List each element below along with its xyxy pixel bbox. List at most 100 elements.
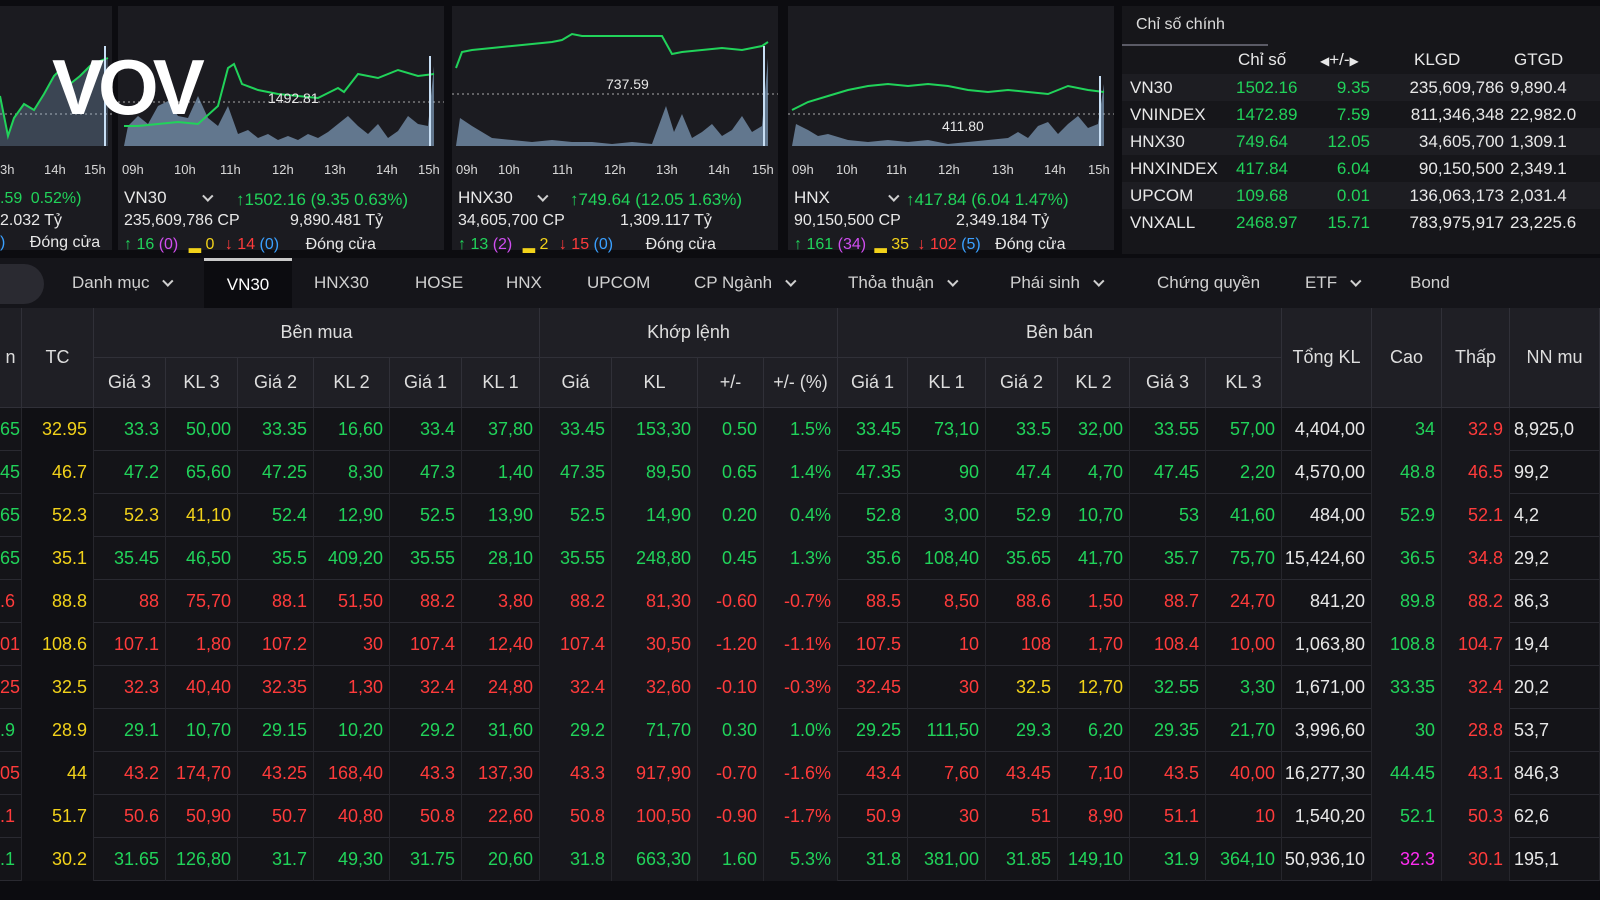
table-row[interactable]: 25 32.5 32.3 40,40 32.35 1,30 32.4 24,80 32.4 32,… (0, 666, 1600, 709)
table-row[interactable]: .1 30.2 31.65 126,80 31.7 49,30 31.75 20,60 31.8… (0, 838, 1600, 881)
high-price: 33.35 (1372, 666, 1442, 709)
sell-cell: 75,70 (1206, 537, 1282, 580)
tab-hose[interactable]: HOSE (415, 258, 463, 308)
foreign-cell: 4,2 (1510, 494, 1600, 537)
tab-cp-ngành[interactable]: CP Ngành (694, 258, 797, 308)
sell-cell: 88.5 (838, 580, 908, 623)
index-selector[interactable]: HNX (794, 188, 900, 208)
index-volume: 235,609,786 (1409, 78, 1504, 97)
panel-title: Chỉ số chính (1136, 16, 1225, 33)
table-row[interactable]: .1 51.7 50.6 50,90 50.7 40,80 50.8 22,60 50.8 100… (0, 795, 1600, 838)
mini-chart-panel-hnx[interactable]: 411.80 09h 10h 11h 12h 13h 14h 15h HNX ↑… (788, 6, 1114, 253)
time-tick: 3h (0, 162, 15, 177)
sell-cell: 35.6 (838, 537, 908, 580)
session-status: Đóng cửa (995, 236, 1066, 253)
index-change: 9.35 (1336, 78, 1370, 97)
index-row[interactable]: HNX30 749.64 12.05 34,605,700 1,309.1 (1122, 128, 1600, 155)
match-cell: -0.7% (764, 580, 838, 623)
symbol-cell: .9 (0, 709, 22, 752)
sell-cell: 7,10 (1058, 752, 1130, 795)
tab-danh-mục[interactable]: Danh mục (72, 258, 174, 308)
table-row[interactable]: 01 108.6 107.1 1,80 107.2 30 107.4 12,40 107.4 30… (0, 623, 1600, 666)
buy-cell: 31,60 (462, 709, 540, 752)
match-cell: -0.60 (698, 580, 764, 623)
table-row[interactable]: .9 28.9 29.1 10,70 29.15 10,20 29.2 31,60 29.2 71… (0, 709, 1600, 752)
reference-price: 32.95 (22, 408, 94, 451)
index-value: 1502.16 (1236, 78, 1298, 97)
col-header-change[interactable]: ◀+/-▶ (1320, 50, 1359, 69)
ceiling-count: (2) (492, 236, 513, 253)
col-header-buy: KL 3 (166, 358, 238, 408)
tab-chứng-quyền[interactable]: Chứng quyền (1157, 258, 1260, 308)
match-cell: -0.10 (698, 666, 764, 709)
index-row[interactable]: VNXALL 2468.97 15.71 783,975,917 23,225.6 (1122, 209, 1600, 236)
time-axis-0: 3h 14h 15h (0, 162, 112, 182)
buy-cell: 37,80 (462, 408, 540, 451)
col-header-buy: Giá 1 (390, 358, 462, 408)
foreign-cell: 8,925,0 (1510, 408, 1600, 451)
index-trade-value: 2,031.4 (1510, 186, 1567, 205)
sell-cell: 51.1 (1130, 795, 1206, 838)
change-fragment: .59 (0, 190, 23, 207)
ceiling-count: (0) (158, 236, 179, 253)
buy-cell: 52.3 (94, 494, 166, 537)
chevron-down-icon (1093, 275, 1105, 287)
reference-price: 46.7 (22, 451, 94, 494)
match-cell: -1.20 (698, 623, 764, 666)
tab-label: HNX30 (314, 273, 369, 292)
trade-value: 1,309.117 Tỷ (620, 212, 712, 229)
breadth-line: ↑ 13 (2) ▂ 2 ↓ 15 (0) Đóng cửa (458, 234, 716, 254)
buy-cell: 168,40 (314, 752, 390, 795)
tab-hnx30[interactable]: HNX30 (314, 258, 369, 308)
search-pill[interactable] (0, 264, 44, 304)
intraday-chart-vn30 (118, 6, 444, 156)
symbol-cell: 01 (0, 623, 22, 666)
table-row[interactable]: .6 88.8 88 75,70 88.1 51,50 88.2 3,80 88.2 81,30-… (0, 580, 1600, 623)
index-row[interactable]: UPCOM 109.68 0.01 136,063,173 2,031.4 (1122, 182, 1600, 209)
tab-phái-sinh[interactable]: Phái sinh (1010, 258, 1105, 308)
tab-label: CP Ngành (694, 273, 773, 292)
match-cell: 1.3% (764, 537, 838, 580)
table-row[interactable]: 65 32.95 33.3 50,00 33.35 16,60 33.4 37,80 33.45… (0, 408, 1600, 451)
sell-cell: 88.6 (986, 580, 1058, 623)
table-row[interactable]: 65 35.1 35.45 46,50 35.5 409,20 35.55 28,10 35.5… (0, 537, 1600, 580)
match-cell: -1.7% (764, 795, 838, 838)
table-row[interactable]: 65 52.3 52.3 41,10 52.4 12,90 52.5 13,90 52.5 14,… (0, 494, 1600, 537)
table-row[interactable]: 05 44 43.2 174,70 43.25 168,40 43.3 137,30 43.3 9… (0, 752, 1600, 795)
tab-vn30[interactable]: VN30 (204, 258, 292, 308)
tab-hnx[interactable]: HNX (506, 258, 542, 308)
index-volume: 811,346,348 (1410, 105, 1504, 124)
mini-chart-panel-vn30[interactable]: 1492.81 09h 10h 11h 12h 13h 14h 15h VN30… (118, 6, 444, 253)
buy-cell: 35.55 (390, 537, 462, 580)
index-selector[interactable]: VN30 (124, 188, 214, 208)
foreign-cell: 195,1 (1510, 838, 1600, 881)
symbol-cell: .6 (0, 580, 22, 623)
match-cell: 153,30 (612, 408, 698, 451)
tab-etf[interactable]: ETF (1305, 258, 1362, 308)
table-row[interactable]: 45 46.7 47.2 65,60 47.25 8,30 47.3 1,40 47.35 89,… (0, 451, 1600, 494)
unchanged-icon: ▂ (522, 236, 536, 253)
match-cell: 71,70 (612, 709, 698, 752)
col-header-buy: KL 2 (314, 358, 390, 408)
buy-cell: 126,80 (166, 838, 238, 881)
mini-chart-panel-0[interactable]: 3h 14h 15h .59 0.52%) 2.032 Tỷ ) Đóng cử… (0, 6, 112, 251)
tab-bond[interactable]: Bond (1410, 258, 1450, 308)
buy-cell: 41,10 (166, 494, 238, 537)
index-row[interactable]: VN30 1502.16 9.35 235,609,786 9,890.4 (1122, 74, 1600, 101)
decliners-count: 102 (929, 236, 957, 253)
unchanged-count: 2 (539, 236, 549, 253)
symbol-cell: 65 (0, 537, 22, 580)
index-row[interactable]: HNXINDEX 417.84 6.04 90,150,500 2,349.1 (1122, 155, 1600, 182)
match-cell: 35.55 (540, 537, 612, 580)
tab-thỏa-thuận[interactable]: Thỏa thuận (848, 258, 959, 308)
index-selector[interactable]: HNX30 (458, 188, 549, 208)
sell-cell: 31.85 (986, 838, 1058, 881)
index-change: ↑749.64 (12.05 1.63%) (570, 190, 742, 210)
match-cell: 1.0% (764, 709, 838, 752)
buy-cell: 50.8 (390, 795, 462, 838)
index-row[interactable]: VNINDEX 1472.89 7.59 811,346,348 22,982.0 (1122, 101, 1600, 128)
buy-cell: 29.1 (94, 709, 166, 752)
tab-upcom[interactable]: UPCOM (587, 258, 650, 308)
change-text: 417.84 (6.04 1.47%) (914, 190, 1069, 209)
mini-chart-panel-hnx30[interactable]: 737.59 09h 10h 11h 12h 13h 14h 15h HNX30… (452, 6, 778, 253)
